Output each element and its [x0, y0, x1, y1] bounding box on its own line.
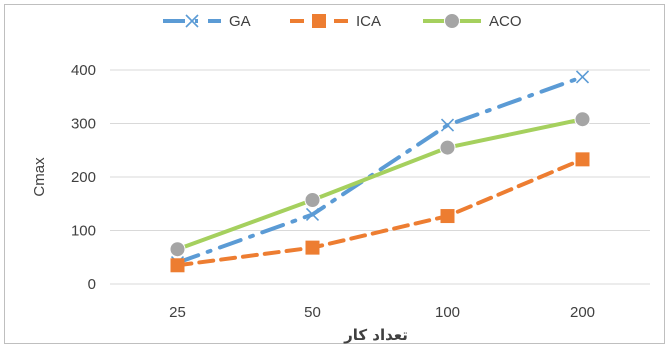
y-axis-title: Cmax — [31, 157, 48, 197]
legend-label-aco: ACO — [489, 13, 522, 30]
point-aco — [304, 192, 321, 209]
x-tick-labels: 25 50 100 200 — [169, 304, 595, 321]
y-tick-label: 100 — [71, 223, 96, 240]
legend: GA ICA ACO — [163, 13, 522, 30]
series-line-ga — [175, 74, 585, 265]
legend-label-ga: GA — [229, 13, 251, 30]
chart-frame — [4, 4, 665, 344]
y-tick-label: 0 — [88, 276, 96, 293]
legend-marker-ga — [185, 14, 199, 28]
x-tick-label: 200 — [570, 304, 595, 321]
point-ica — [575, 152, 590, 167]
x-axis-title: تعداد کار — [343, 326, 408, 344]
point-aco — [169, 241, 186, 258]
point-ica — [305, 240, 320, 255]
point-ga — [305, 207, 320, 222]
y-tick-labels: 0 100 200 300 400 — [71, 62, 96, 293]
gridlines — [110, 69, 650, 285]
y-tick-label: 300 — [71, 116, 96, 133]
x-tick-label: 100 — [435, 304, 460, 321]
x-tick-label: 25 — [169, 304, 186, 321]
point-aco — [439, 139, 456, 156]
series-line-aco — [175, 117, 585, 252]
point-ga — [440, 118, 455, 132]
point-aco — [574, 111, 591, 128]
series-markers — [169, 70, 591, 273]
series-line-ica — [175, 157, 585, 268]
point-ga — [575, 70, 590, 84]
point-ica — [170, 258, 185, 273]
series-lines — [175, 74, 585, 268]
y-tick-label: 400 — [71, 62, 96, 79]
y-tick-label: 200 — [71, 169, 96, 186]
legend-label-ica: ICA — [356, 13, 381, 30]
point-ica — [440, 209, 455, 224]
x-tick-label: 50 — [304, 304, 321, 321]
legend-marker-ica — [312, 14, 326, 28]
legend-marker-aco — [444, 13, 460, 29]
